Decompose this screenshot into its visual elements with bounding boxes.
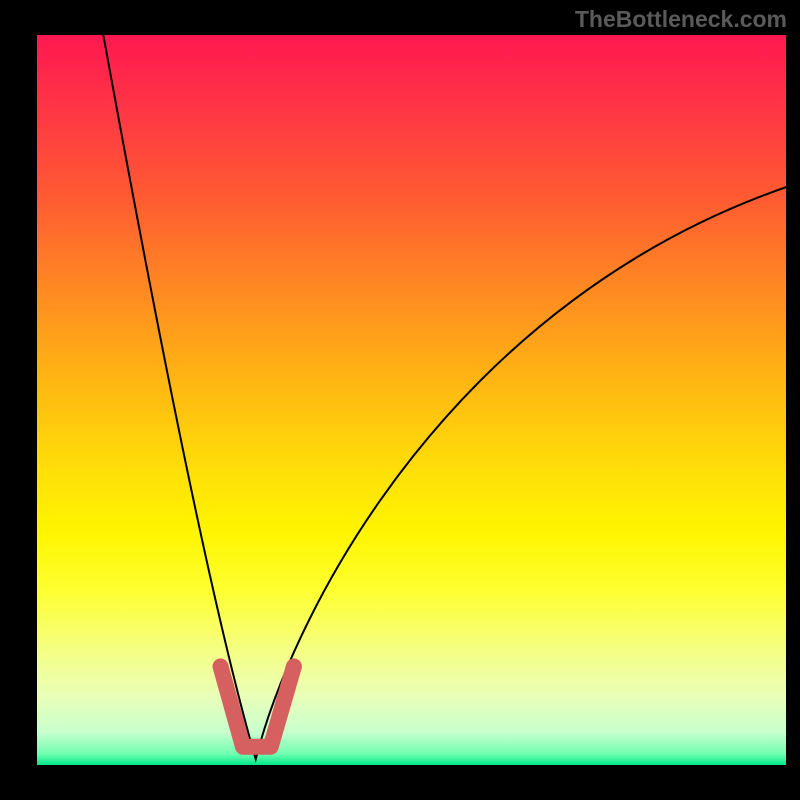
bottleneck-curve <box>101 35 786 759</box>
chart-plot-area <box>37 35 786 765</box>
chart-svg-layer <box>37 35 786 765</box>
watermark-text: TheBottleneck.com <box>575 6 787 33</box>
trough-highlight <box>221 666 294 746</box>
